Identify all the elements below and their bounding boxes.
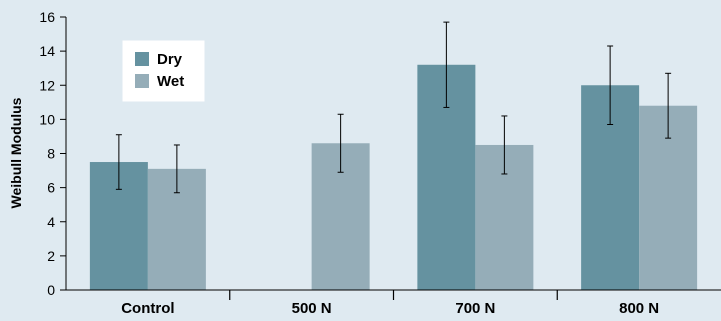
x-category-label: 700 N xyxy=(455,300,495,317)
y-tick-label: 6 xyxy=(47,180,55,196)
bars xyxy=(89,64,698,291)
y-tick-label: 16 xyxy=(39,9,55,25)
x-category-label: 500 N xyxy=(292,300,332,317)
x-axis-labels: Control 500 N 700 N 800 N xyxy=(121,300,659,317)
y-axis-ticks: 0 2 4 6 8 10 12 14 16 xyxy=(39,9,66,298)
y-tick-label: 14 xyxy=(39,43,55,59)
legend: Dry Wet xyxy=(122,40,205,102)
y-tick-label: 2 xyxy=(47,248,55,264)
legend-label-wet: Wet xyxy=(157,73,184,90)
y-tick-label: 8 xyxy=(47,146,55,162)
y-tick-label: 4 xyxy=(47,214,55,230)
x-axis-separators xyxy=(229,290,558,300)
legend-swatch-dry xyxy=(135,52,149,66)
legend-box xyxy=(122,40,205,102)
y-axis-title: Weibull Modulus xyxy=(8,97,24,208)
legend-label-dry: Dry xyxy=(157,51,183,68)
x-category-label: 800 N xyxy=(619,300,659,317)
y-tick-label: 10 xyxy=(39,111,55,127)
x-category-label: Control xyxy=(121,300,174,317)
error-bars xyxy=(115,21,672,194)
y-tick-label: 12 xyxy=(39,77,55,93)
y-tick-label: 0 xyxy=(47,282,55,298)
legend-swatch-wet xyxy=(135,74,149,88)
